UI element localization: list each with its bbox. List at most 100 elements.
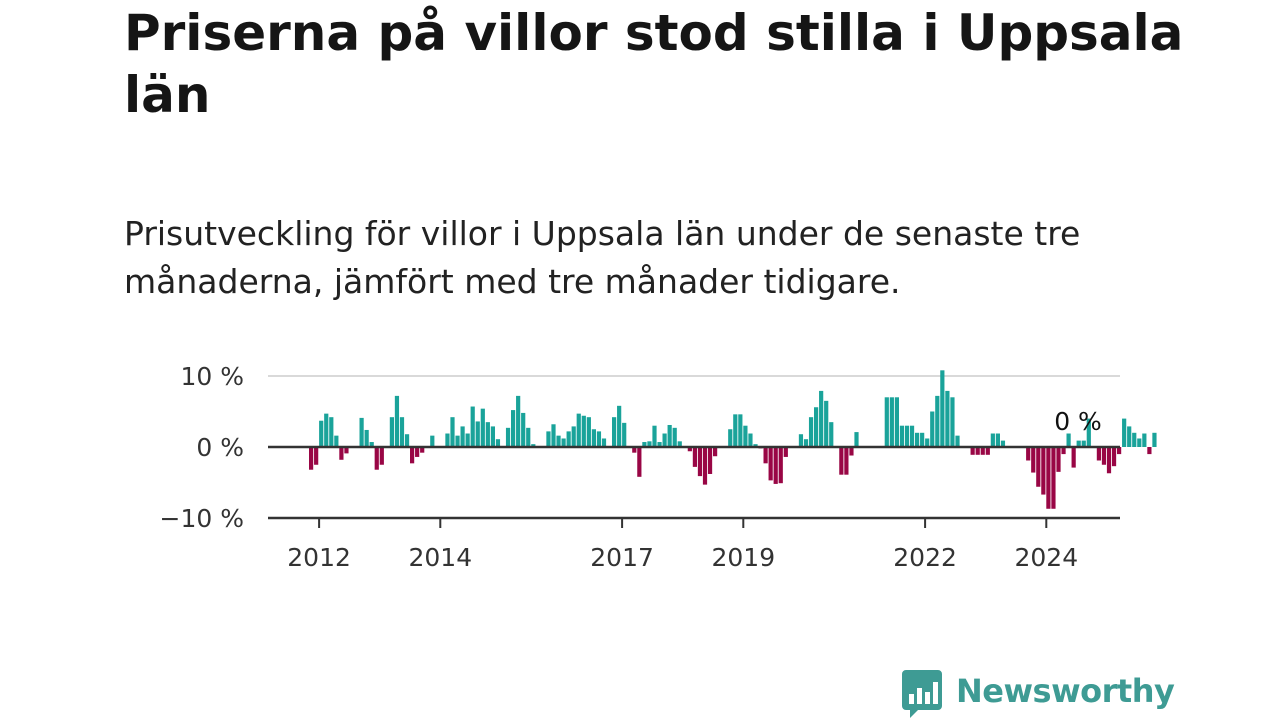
x-axis: 2012 2014 2017 2019 2022 2024 [287,518,1078,572]
axes [268,445,1120,520]
bar [389,417,394,447]
bar [445,433,450,447]
bar [309,447,314,470]
bar [1081,440,1086,447]
bar [1132,432,1137,447]
y-tick-label: −10 % [160,504,244,533]
bar [399,417,405,447]
bar [920,432,925,447]
bar [930,411,935,447]
brand-name: Newsworthy [956,672,1175,710]
bar [1046,447,1051,509]
bar [798,434,804,447]
bar [884,397,889,447]
bar [581,415,586,447]
bar [511,410,516,447]
bar [495,439,501,447]
bar [773,447,778,484]
bar [637,447,642,477]
bar [1137,438,1142,447]
bar [738,414,743,447]
bar [410,447,415,464]
bar [768,447,773,481]
bar [591,429,596,447]
bar [480,408,485,447]
bar [657,442,662,447]
bar [889,397,894,447]
bar [728,429,733,447]
bar [733,414,738,447]
bar [379,447,384,465]
x-tick-label: 2017 [590,543,654,572]
newsworthy-logo: Newsworthy [902,670,1175,720]
bar [697,447,703,477]
bar [702,447,708,485]
bar [687,447,692,452]
bar [763,447,768,464]
x-tick-label: 2022 [893,543,957,572]
x-tick-label: 2014 [408,543,472,572]
bar [404,434,410,447]
bar [1036,447,1041,487]
bar [344,447,349,454]
bar [642,442,647,447]
bar [1041,447,1046,495]
bar [803,439,809,447]
bar [470,406,475,447]
bar [460,426,465,447]
bar [935,395,940,447]
bar [1122,418,1127,447]
bar [566,431,571,447]
bar [677,441,682,447]
bar [692,447,697,467]
bar [617,405,622,447]
bar [319,420,324,447]
bars [309,370,1157,509]
bar [420,447,425,453]
bar [995,433,1000,447]
bar [364,429,369,447]
bar [899,425,905,447]
bar [672,427,677,447]
bar [324,413,329,447]
bar [975,447,980,455]
bar [1106,447,1112,474]
bar [955,435,960,447]
bar [632,447,637,453]
bar [369,442,374,447]
bar [1147,447,1152,455]
bar [829,422,834,447]
chart-subtitle: Prisutveckling för villor i Uppsala län … [124,214,1081,301]
bar [576,413,581,447]
bar [1051,447,1056,509]
bar [1031,447,1036,473]
bar [713,447,718,457]
bar [854,432,859,447]
bar [430,435,435,447]
newsworthy-logo-icon [902,670,942,718]
bar [329,417,334,447]
bar [753,444,758,447]
bar [561,438,566,447]
bar [465,433,470,447]
bar [743,425,748,447]
chart-title: Priserna på villor stod stilla i Uppsala… [124,4,1184,124]
bar [516,395,521,447]
bar [819,390,824,447]
y-tick-label: 10 % [180,362,244,391]
bar [844,447,849,475]
bar [339,447,344,460]
bar [415,447,420,457]
bar [1111,447,1117,467]
bar [394,395,400,447]
bar [1142,433,1147,447]
bar [1096,447,1101,461]
bar [1127,426,1132,447]
bar [970,447,975,455]
bar [485,422,490,447]
bar [521,412,526,447]
bar [571,426,576,447]
bar [980,447,985,455]
bar [904,425,910,447]
